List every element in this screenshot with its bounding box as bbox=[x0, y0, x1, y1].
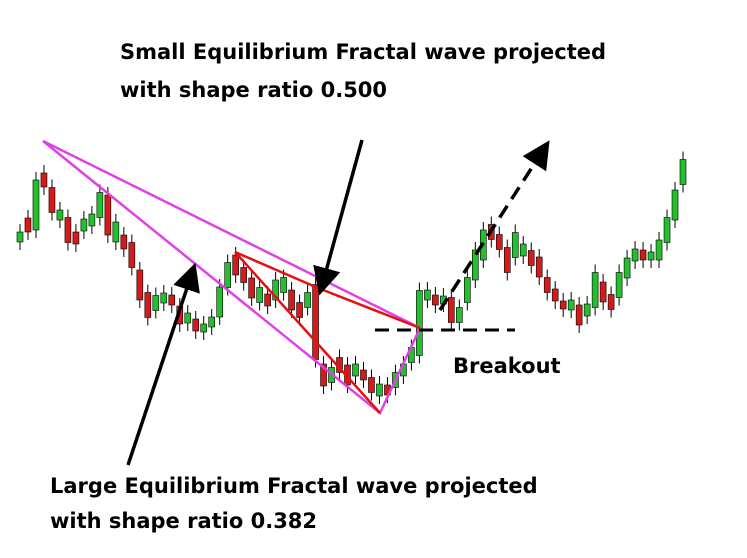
annotation: Small Equilibrium Fractal wave projected bbox=[120, 40, 606, 64]
candle-body bbox=[320, 363, 327, 387]
candle-body bbox=[679, 159, 687, 185]
candle-body bbox=[32, 179, 40, 231]
candle-body bbox=[599, 281, 607, 303]
candle-body bbox=[288, 289, 295, 311]
candle-body bbox=[232, 254, 239, 276]
candle-body bbox=[208, 316, 216, 328]
candle-body bbox=[631, 248, 639, 262]
candle-body bbox=[671, 189, 679, 221]
candle-body bbox=[663, 217, 671, 243]
candle-body bbox=[607, 294, 615, 310]
breakout-arrow bbox=[438, 140, 550, 311]
candle-body bbox=[136, 269, 144, 301]
annotation: with shape ratio 0.382 bbox=[50, 509, 317, 533]
candle-body bbox=[647, 251, 655, 261]
candle-body bbox=[72, 231, 80, 245]
candle-body bbox=[144, 292, 152, 318]
candle-body bbox=[24, 217, 32, 233]
candle-body bbox=[152, 295, 160, 311]
candle-body bbox=[360, 369, 367, 381]
candle-body bbox=[88, 213, 96, 227]
candle-body bbox=[519, 243, 527, 257]
candle-body bbox=[280, 277, 287, 293]
candle-body bbox=[16, 231, 24, 243]
candle-body bbox=[256, 287, 263, 303]
candle-body bbox=[48, 187, 56, 213]
candle-body bbox=[112, 221, 120, 243]
candle-body bbox=[296, 302, 303, 318]
candle-body bbox=[376, 383, 383, 397]
wave-line bbox=[42, 139, 421, 330]
candle-body bbox=[591, 272, 599, 308]
candle-body bbox=[559, 300, 567, 310]
candle-body bbox=[368, 377, 375, 393]
candle-body bbox=[615, 272, 623, 298]
candle-body bbox=[96, 192, 104, 218]
candle-body bbox=[456, 307, 463, 323]
candle-body bbox=[551, 288, 559, 302]
annotation: Large Equilibrium Fractal wave projected bbox=[50, 474, 538, 498]
candle-body bbox=[216, 286, 223, 318]
candle-body bbox=[352, 363, 359, 377]
candle-body bbox=[448, 297, 455, 323]
annotation: Breakout bbox=[453, 354, 561, 378]
candle-body bbox=[575, 304, 583, 326]
candle-body bbox=[639, 249, 647, 261]
candle-body bbox=[184, 312, 192, 324]
candle-body bbox=[120, 234, 128, 250]
candle-body bbox=[224, 262, 231, 288]
candle-body bbox=[264, 293, 271, 307]
candle-body bbox=[56, 209, 64, 221]
candle-body bbox=[416, 290, 423, 356]
candle-body bbox=[64, 217, 72, 243]
candle-body bbox=[40, 172, 48, 188]
candle-body bbox=[128, 242, 136, 268]
candle-body bbox=[527, 250, 535, 266]
candle-body bbox=[304, 292, 311, 308]
candle-body bbox=[104, 194, 112, 236]
candle-body bbox=[248, 277, 255, 299]
candle-body bbox=[543, 277, 551, 293]
candle-body bbox=[168, 294, 176, 306]
candle-body bbox=[511, 232, 519, 258]
pointer-arrow bbox=[126, 262, 200, 466]
candle-body bbox=[200, 323, 208, 333]
candle-body bbox=[623, 257, 631, 279]
candle-body bbox=[567, 299, 575, 311]
candle-body bbox=[312, 284, 319, 360]
candle-body bbox=[240, 267, 247, 283]
candle-body bbox=[495, 234, 503, 250]
candle-body bbox=[464, 277, 471, 303]
annotation: with shape ratio 0.500 bbox=[120, 78, 387, 102]
pointer-arrow bbox=[313, 139, 364, 296]
candle-body bbox=[583, 303, 591, 317]
candle-body bbox=[432, 294, 439, 306]
candle-body bbox=[472, 249, 479, 281]
candle-body bbox=[192, 318, 200, 332]
candle-body bbox=[272, 279, 279, 301]
candle-body bbox=[503, 247, 511, 273]
candle-body bbox=[160, 292, 168, 304]
candle-body bbox=[655, 239, 663, 261]
wave-line bbox=[234, 251, 381, 414]
candle-body bbox=[535, 256, 543, 278]
candle-body bbox=[80, 218, 88, 232]
candles bbox=[16, 151, 687, 404]
candle-body bbox=[424, 289, 431, 301]
